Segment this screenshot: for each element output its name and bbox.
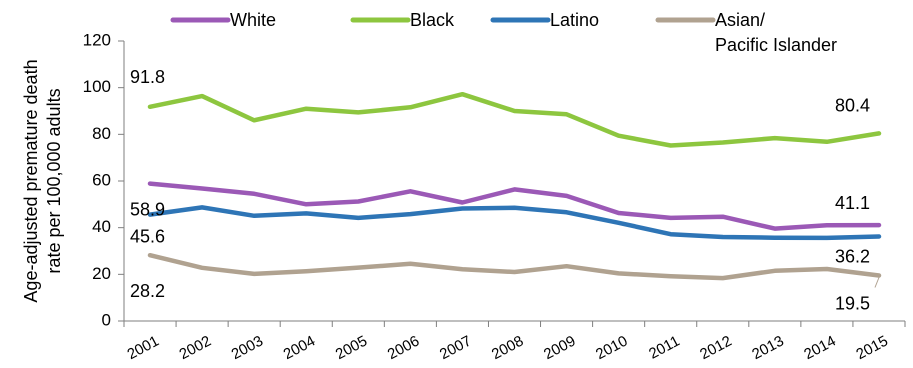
series-line-white [147,181,882,231]
data-labels: 91.8 58.9 45.6 28.2 80.4 41.1 36.2 19.5 [130,67,880,314]
x-tick-label: 2014 [801,333,838,364]
x-tick-label: 2003 [229,333,266,364]
x-tick-label: 2002 [177,333,214,364]
y-tick-label: 20 [92,264,111,283]
data-label: 45.6 [130,227,165,247]
y-tick-label: 80 [92,124,111,143]
data-label: 58.9 [130,200,165,220]
x-tick-label: 2006 [385,333,422,364]
legend-label: Latino [550,10,599,30]
y-tick-label: 120 [83,30,111,49]
data-label: 36.2 [835,247,870,267]
legend-label: Pacific Islander [715,35,837,55]
series-lines [147,91,882,281]
x-tick-label: 2013 [749,333,786,364]
y-axis-title-line: Age-adjusted premature death [21,59,41,302]
data-label: 80.4 [835,95,870,115]
x-tick-label: 2007 [437,333,474,364]
data-label: 19.5 [835,294,870,314]
y-axis-label: Age-adjusted premature death rate per 100… [21,59,64,302]
legend-label: Black [410,10,455,30]
y-tick-label: 40 [92,217,111,236]
data-label: 41.1 [835,193,870,213]
y-axis-title-line: rate per 100,000 adults [44,88,64,273]
y-tick-label: 0 [102,310,111,329]
x-tick-label: 2001 [124,333,161,364]
series-line-latino [147,205,882,241]
x-tick-label: 2008 [489,333,526,364]
y-tick-label: 100 [83,77,111,96]
data-label-leader [874,277,880,288]
data-label: 91.8 [130,67,165,87]
series-line-asian-pacific-islander [147,252,882,281]
y-tick-label: 60 [92,170,111,189]
legend-label: Asian/ [715,10,765,30]
legend-label: White [230,10,276,30]
series-line-black [147,91,882,148]
x-tick-label: 2011 [646,333,682,363]
x-tick-label: 2005 [333,333,370,364]
x-tick-label: 2004 [281,333,318,364]
data-label: 28.2 [130,281,165,301]
legend: White Black Latino Asian/Pacific Islander [170,10,837,55]
x-tick-label: 2009 [541,333,578,364]
x-tick-label: 2010 [593,333,630,364]
x-tick-label: 2012 [697,333,734,364]
x-tick-label: 2015 [853,333,890,364]
